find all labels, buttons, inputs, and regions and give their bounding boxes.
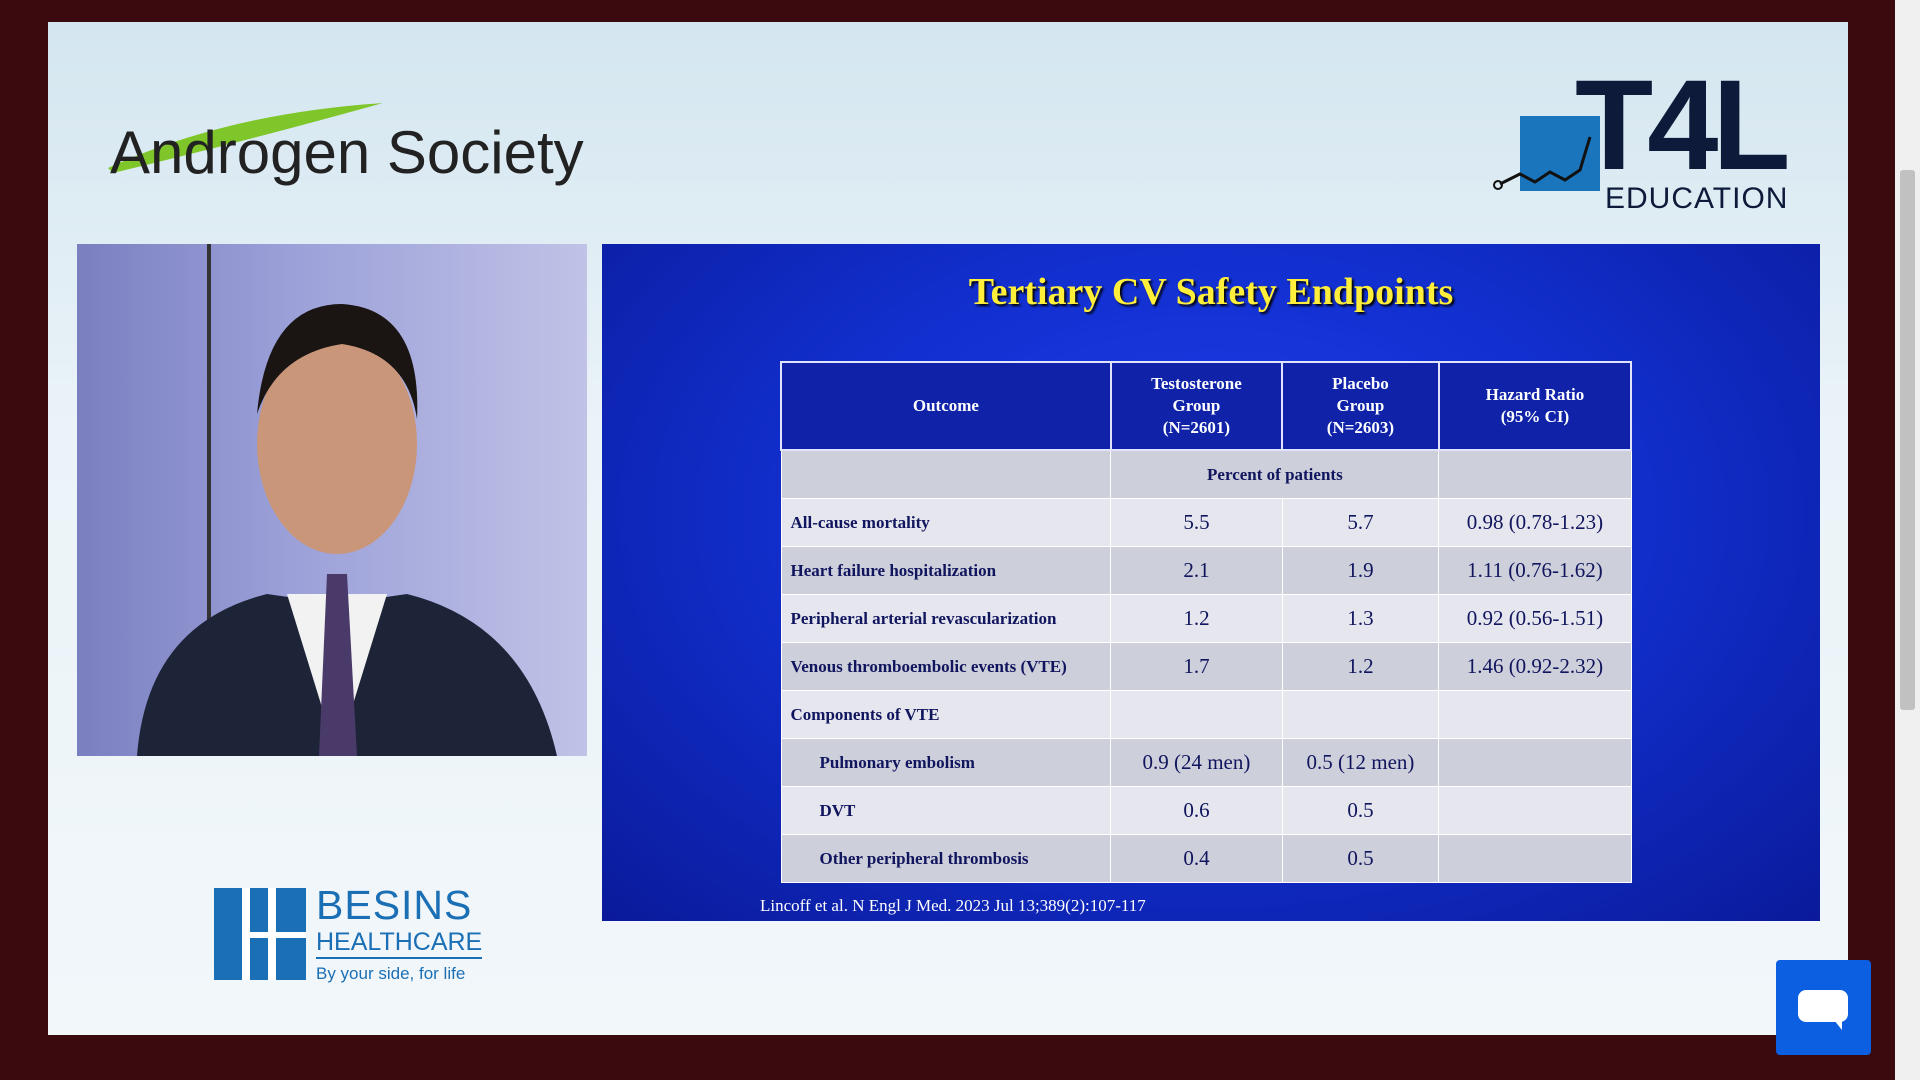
row-label: Peripheral arterial revascularization bbox=[780, 594, 1112, 643]
cell-value: 1.2 bbox=[1110, 594, 1283, 643]
slide: Tertiary CV Safety Endpoints Outcome Test… bbox=[602, 244, 1820, 921]
column-header: Outcome bbox=[780, 361, 1112, 451]
header-line: Group bbox=[1336, 396, 1385, 415]
header-line: (95% CI) bbox=[1500, 407, 1570, 426]
cell-value: 0.4 bbox=[1110, 834, 1283, 883]
slide-title: Tertiary CV Safety Endpoints bbox=[968, 271, 1454, 313]
header-line: Group bbox=[1172, 396, 1221, 415]
cell-value: 5.7 bbox=[1281, 498, 1440, 547]
row-label: DVT bbox=[780, 786, 1112, 835]
cell-value: 0.5 bbox=[1281, 834, 1440, 883]
sponsor-tagline: By your side, for life bbox=[316, 964, 466, 983]
column-header: Placebo Group (N=2603) bbox=[1281, 361, 1440, 451]
cell-value: 0.98 (0.78-1.23) bbox=[1438, 498, 1632, 547]
cell bbox=[1438, 834, 1632, 883]
table-row: Components of VTE bbox=[780, 690, 1632, 739]
cell-value: 0.5 (12 men) bbox=[1281, 738, 1440, 787]
subheader: Percent of patients bbox=[1110, 449, 1440, 499]
column-header: Testosterone Group (N=2601) bbox=[1109, 361, 1284, 451]
column-header: Hazard Ratio (95% CI) bbox=[1437, 361, 1633, 451]
header-row: Outcome Testosterone Group (N=2601) Placebo G… bbox=[780, 361, 1633, 451]
besins-logo: BESINS HEALTHCARE By your side, for life bbox=[214, 882, 483, 986]
cell-value: 0.9 (24 men) bbox=[1110, 738, 1283, 787]
cell-value: 1.2 bbox=[1281, 642, 1440, 691]
cell-value: 0.6 bbox=[1110, 786, 1283, 835]
cell-value: 2.1 bbox=[1110, 546, 1283, 595]
logo-mark: T4L bbox=[1575, 54, 1791, 197]
speaker bbox=[137, 244, 557, 756]
header-line: (N=2601) bbox=[1162, 418, 1231, 437]
row-label: Pulmonary embolism bbox=[780, 738, 1112, 787]
logo-sub: EDUCATION bbox=[1605, 182, 1789, 215]
table-row: All-cause mortality 5.5 5.7 0.98 (0.78-1.23… bbox=[780, 498, 1632, 547]
table-row: Other peripheral thrombosis 0.4 0.5 bbox=[780, 834, 1632, 883]
cell-value: 1.3 bbox=[1281, 594, 1440, 643]
cell-value: 1.46 (0.92-2.32) bbox=[1438, 642, 1632, 691]
cell-value: 1.9 bbox=[1281, 546, 1440, 595]
table-row: Heart failure hospitalization 2.1 1.9 1.11 … bbox=[780, 546, 1632, 595]
sponsor-name: BESINS bbox=[316, 882, 473, 928]
sponsor-sub: HEALTHCARE bbox=[316, 928, 483, 959]
logo-swoosh bbox=[108, 103, 383, 173]
table-row: Peripheral arterial revascularization 1.2… bbox=[780, 594, 1632, 643]
table-row: Venous thromboembolic events (VTE) 1.7 1.2… bbox=[780, 642, 1632, 691]
scroll-thumb[interactable] bbox=[1900, 170, 1915, 710]
cell-value: 5.5 bbox=[1110, 498, 1283, 547]
data-table: Outcome Testosterone Group (N=2601) Placebo G… bbox=[780, 361, 1633, 883]
logo-icon bbox=[1493, 116, 1600, 191]
logo-icon bbox=[214, 888, 306, 980]
row-label: Components of VTE bbox=[780, 690, 1112, 739]
row-label: Other peripheral thrombosis bbox=[780, 834, 1112, 883]
cell bbox=[1438, 449, 1632, 499]
row-label: All-cause mortality bbox=[780, 498, 1112, 547]
subheader-row: Percent of patients bbox=[780, 449, 1632, 499]
row-label: Venous thromboembolic events (VTE) bbox=[780, 642, 1112, 691]
cell bbox=[1438, 786, 1632, 835]
header-line: Hazard Ratio bbox=[1485, 385, 1585, 404]
cell-value: 1.11 (0.76-1.62) bbox=[1438, 546, 1632, 595]
scrollbar[interactable] bbox=[1895, 0, 1920, 1080]
cell bbox=[780, 449, 1112, 499]
cell-value: 0.5 bbox=[1281, 786, 1440, 835]
row-label: Heart failure hospitalization bbox=[780, 546, 1112, 595]
table-row: Pulmonary embolism 0.9 (24 men) 0.5 (12 me… bbox=[780, 738, 1632, 787]
chat-button[interactable] bbox=[1776, 960, 1871, 1055]
cell-value: 1.7 bbox=[1110, 642, 1283, 691]
header-line: (N=2603) bbox=[1326, 418, 1395, 437]
cell bbox=[1110, 690, 1283, 739]
table-row: DVT 0.6 0.5 bbox=[780, 786, 1632, 835]
speaker-video bbox=[77, 244, 587, 756]
logo-text: Androgen Society bbox=[110, 119, 584, 186]
cell bbox=[1438, 738, 1632, 787]
t4l-logo: T4L EDUCATION bbox=[1490, 54, 1791, 215]
header-line: Testosterone bbox=[1151, 374, 1242, 393]
cell bbox=[1438, 690, 1632, 739]
header-line: Outcome bbox=[912, 396, 979, 415]
cell bbox=[1281, 690, 1440, 739]
citation: Lincoff et al. N Engl J Med. 2023 Jul 13… bbox=[760, 896, 1146, 915]
chat-icon bbox=[1798, 990, 1848, 1030]
header-line: Placebo bbox=[1332, 374, 1389, 393]
cell-value: 0.92 (0.56-1.51) bbox=[1438, 594, 1632, 643]
